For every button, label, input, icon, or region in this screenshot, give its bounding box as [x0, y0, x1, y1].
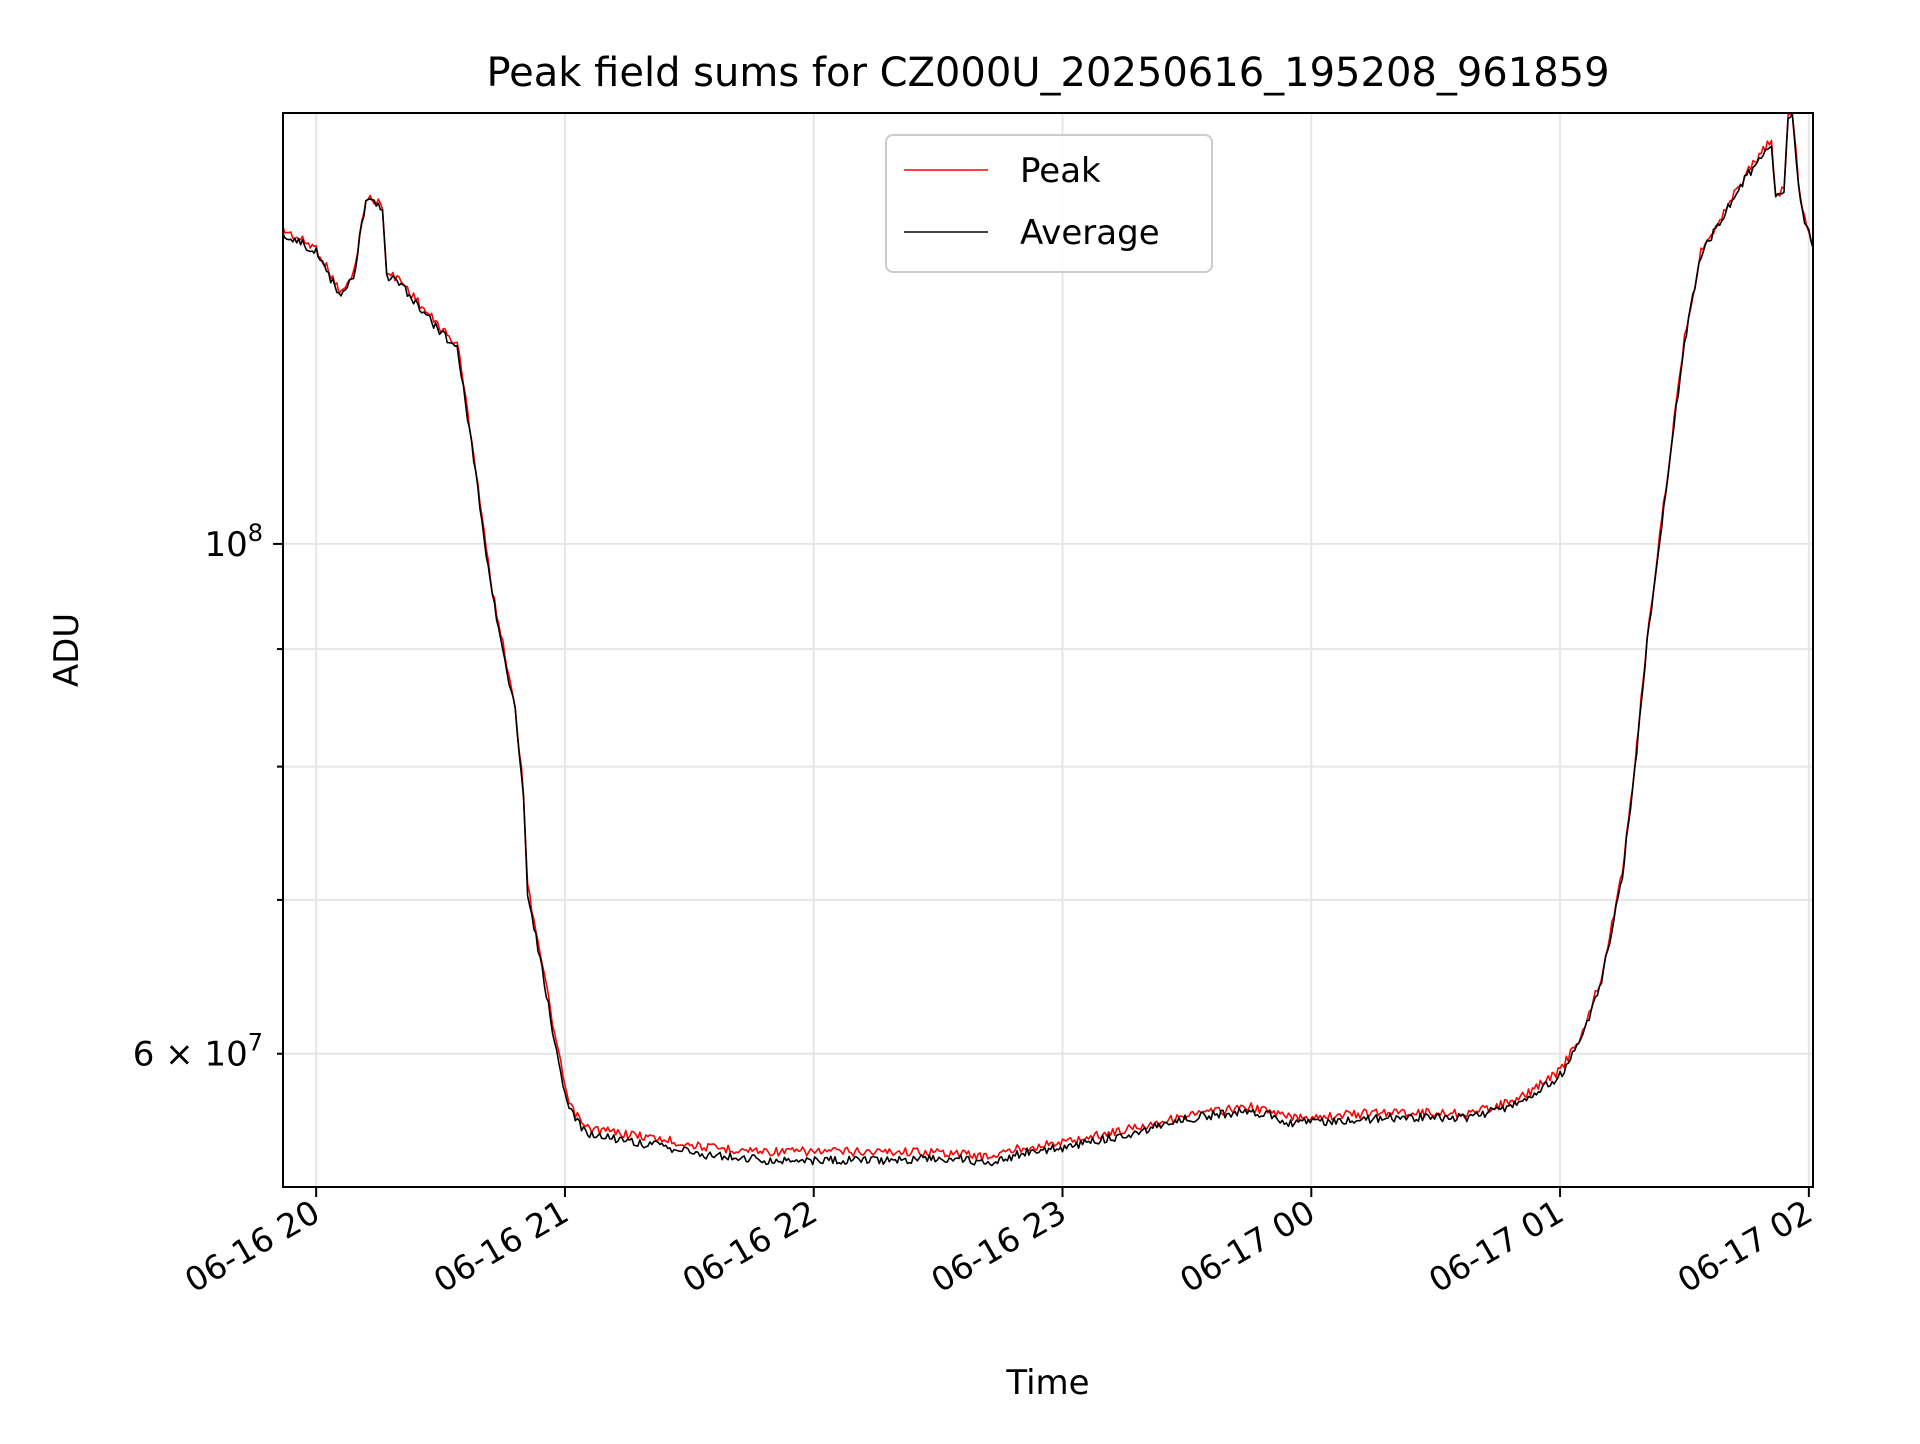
legend: Peak Average [885, 134, 1213, 273]
series-line-average [283, 113, 1813, 1167]
series-line-peak [283, 113, 1813, 1162]
series-layer [283, 113, 1813, 1167]
x-axis-label: Time [1005, 1363, 1089, 1403]
legend-label-average: Average [1020, 213, 1160, 253]
y-tick-label: 6 × 107 [133, 1029, 263, 1075]
y-axis-label: ADU [47, 613, 87, 687]
grid-layer [283, 113, 1813, 1187]
chart-title: Peak field sums for CZ000U_20250616_1952… [486, 50, 1609, 96]
y-tick-label: 108 [204, 519, 263, 565]
legend-label-peak: Peak [1020, 151, 1101, 191]
